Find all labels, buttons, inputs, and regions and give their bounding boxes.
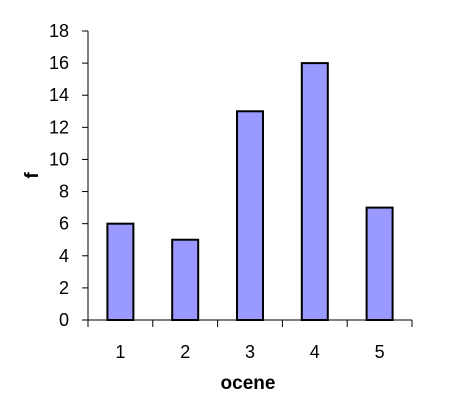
x-tick-label: 1 [115, 342, 125, 362]
y-tick-label: 14 [49, 85, 69, 105]
bar-4 [300, 62, 329, 321]
x-tick-label: 2 [180, 342, 190, 362]
y-tick-label: 18 [49, 21, 69, 41]
y-tick-label: 10 [49, 149, 69, 169]
y-axis-ticks: 0 2 4 6 8 10 12 14 16 18 [49, 21, 88, 330]
x-axis-ticks: 1 2 3 4 5 [87, 320, 413, 362]
y-tick-label: 6 [59, 214, 69, 234]
y-axis-title: f [22, 172, 43, 179]
bar-3 [236, 110, 264, 322]
x-axis-title: ocene [221, 373, 276, 394]
y-tick-label: 12 [49, 117, 69, 137]
bar-2 [171, 238, 200, 322]
y-tick-label: 8 [59, 182, 69, 202]
x-tick-label: 3 [245, 342, 255, 362]
bars [106, 62, 394, 322]
y-tick-label: 4 [59, 246, 69, 266]
y-tick-label: 16 [49, 53, 69, 73]
y-tick-label: 0 [59, 310, 69, 330]
x-tick-label: 5 [375, 342, 385, 362]
x-tick-label: 4 [310, 342, 320, 362]
y-tick-label: 2 [59, 278, 69, 298]
bar-1 [106, 222, 135, 322]
bar-5 [365, 206, 394, 321]
